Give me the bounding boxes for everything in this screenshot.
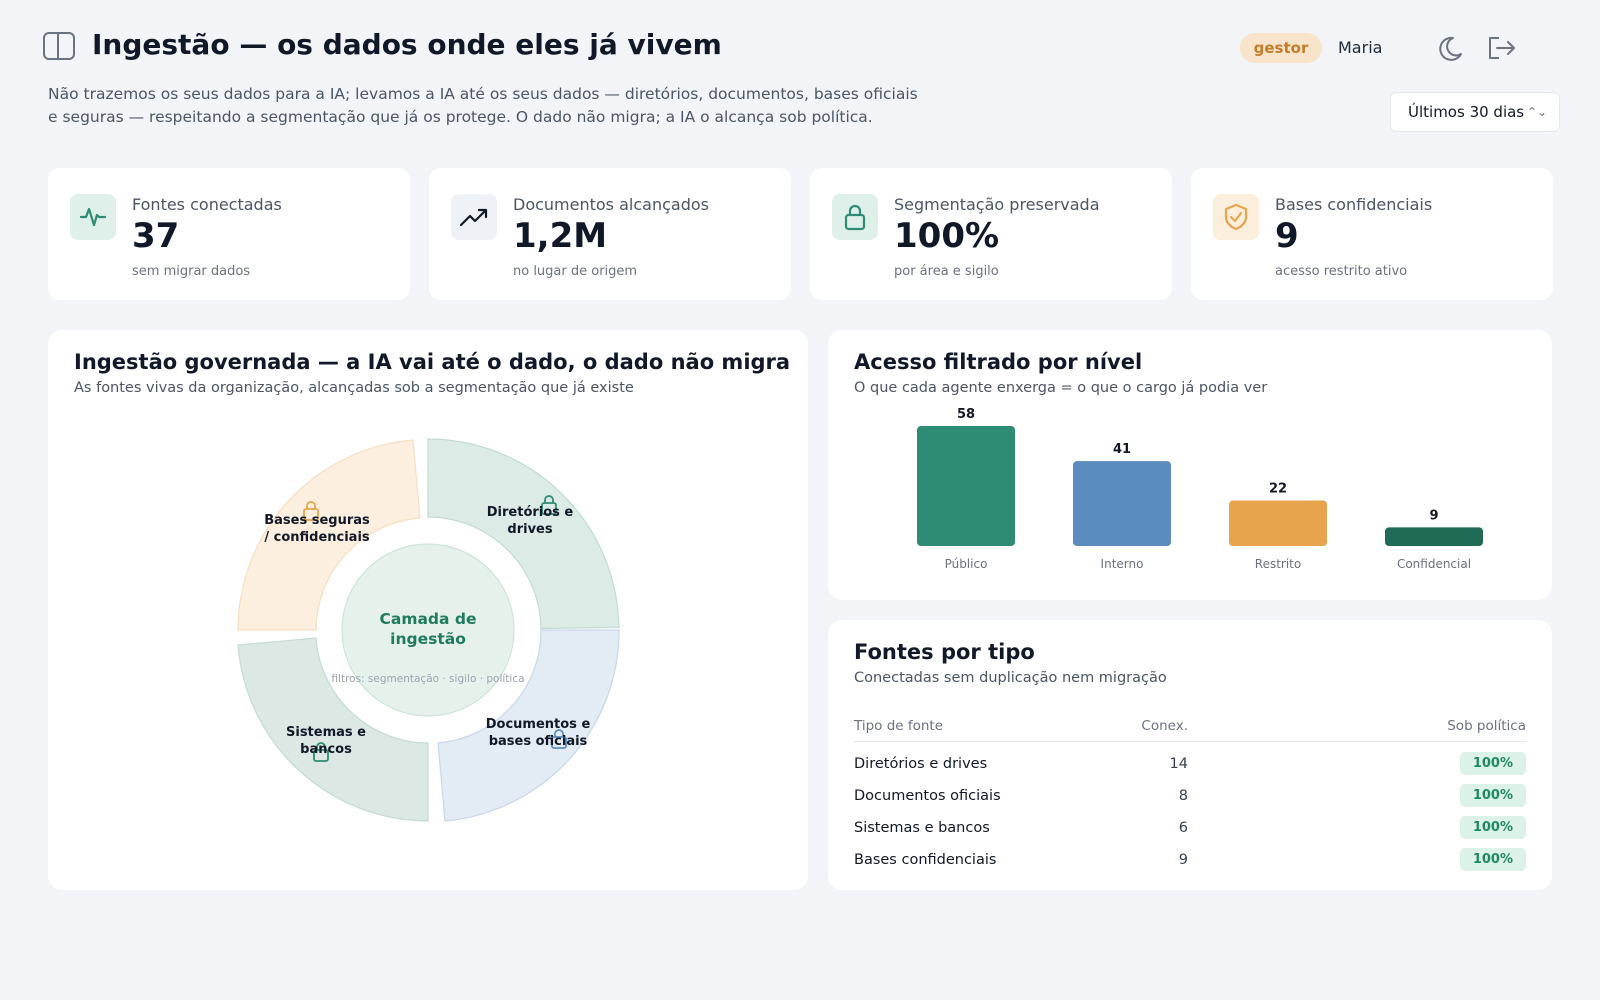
segment-label: Diretórios e: [487, 505, 574, 520]
segment-label: / confidenciais: [264, 530, 370, 545]
access-bar-chart: 58 Público 41 Interno 22 Restrito 9 Confidencia…: [917, 407, 1483, 571]
table-row: Diretórios e drives 14 100%: [854, 750, 1526, 782]
bar-category-label: Restrito: [1255, 557, 1301, 571]
sources-panel: Fontes por tipo Conectadas sem duplicaçã…: [828, 620, 1552, 890]
segment-label: Bases seguras: [264, 513, 370, 528]
kpi-hint: por área e sigilo: [894, 264, 999, 279]
subtitle-line-2: e seguras — respeitando a segmentação qu…: [48, 108, 873, 126]
subtitle-line-1: Não trazemos os seus dados para a IA; le…: [48, 85, 918, 103]
ring-segment-systems: [237, 637, 429, 822]
segment-label: bancos: [300, 742, 352, 757]
source-type: Documentos oficiais: [854, 788, 1001, 804]
kpi-label: Documentos alcançados: [513, 195, 709, 214]
segment-label: bases oficiais: [489, 734, 588, 749]
period-select[interactable]: Últimos 30 dias ⌃⌄: [1390, 92, 1560, 132]
segment-label: Sistemas e: [286, 725, 366, 740]
sidebar-toggle-button[interactable]: [43, 32, 75, 60]
lock-icon: [313, 742, 329, 762]
segment-label: drives: [507, 522, 552, 537]
chevron-updown-icon: ⌃⌄: [1526, 105, 1547, 119]
kpi-value: 37: [132, 216, 180, 256]
policy-badge: 100%: [1459, 784, 1526, 807]
ring-segment-secure: [237, 439, 421, 631]
policy-badge: 100%: [1459, 752, 1526, 775]
trending-up-icon: [451, 194, 497, 240]
ingestion-panel: Ingestão governada — a IA vai até o dado…: [48, 330, 808, 890]
source-type: Bases confidenciais: [854, 852, 997, 868]
kpi-card-confidential: Bases confidenciais 9 acesso restrito at…: [1191, 168, 1553, 300]
bar-value-label: 58: [957, 407, 975, 422]
source-connections: 9: [1178, 852, 1188, 868]
ring-segment-directories: [427, 438, 620, 630]
segment-label: Documentos e: [486, 717, 591, 732]
lock-icon: [551, 729, 567, 749]
core-label: ingestão: [390, 630, 466, 648]
moon-icon[interactable]: [1434, 34, 1464, 64]
kpi-label: Fontes conectadas: [132, 195, 282, 214]
table-row: Bases confidenciais 9 100%: [854, 846, 1526, 878]
logout-icon[interactable]: [1486, 34, 1518, 62]
bar-restrito: [1229, 500, 1327, 546]
lock-icon: [303, 501, 319, 521]
kpi-card-documents: Documentos alcançados 1,2M no lugar de o…: [429, 168, 791, 300]
kpi-value: 1,2M: [513, 216, 608, 256]
panel-subtitle: Conectadas sem duplicação nem migração: [854, 670, 1167, 686]
bar-value-label: 41: [1113, 442, 1131, 457]
panel-subtitle: O que cada agente enxerga = o que o carg…: [854, 380, 1268, 396]
panel-title: Acesso filtrado por nível: [854, 350, 1143, 374]
table-row: Documentos oficiais 8 100%: [854, 782, 1526, 814]
lock-icon: [541, 495, 557, 515]
source-connections: 14: [1169, 756, 1188, 772]
bar-confidencial: [1385, 527, 1483, 546]
kpi-value: 9: [1275, 216, 1299, 256]
ingestion-core: [341, 543, 515, 717]
bar-público: [917, 426, 1015, 546]
user-name[interactable]: Maria: [1338, 38, 1383, 57]
bar-value-label: 22: [1269, 481, 1287, 496]
table-header: Tipo de fonte Conex. Sob política: [854, 714, 1526, 742]
ring-segment-documents: [437, 629, 620, 822]
kpi-value: 100%: [894, 216, 1000, 256]
kpi-hint: sem migrar dados: [132, 264, 251, 279]
panel-title: Ingestão governada — a IA vai até o dado…: [74, 350, 791, 374]
page-subtitle: Não trazemos os seus dados para a IA; le…: [48, 83, 968, 129]
kpi-label: Segmentação preservada: [894, 195, 1100, 214]
column-header-type: Tipo de fonte: [854, 718, 944, 734]
table-row: Sistemas e bancos 6 100%: [854, 814, 1526, 846]
source-connections: 8: [1178, 788, 1188, 804]
kpi-card-segmentation: Segmentação preservada 100% por área e s…: [810, 168, 1172, 300]
source-connections: 6: [1178, 820, 1188, 836]
shield-check-icon: [1213, 194, 1259, 240]
kpi-card-sources: Fontes conectadas 37 sem migrar dados: [48, 168, 410, 300]
role-badge: gestor: [1240, 33, 1322, 63]
bar-value-label: 9: [1429, 508, 1438, 523]
core-label: Camada de: [379, 610, 476, 628]
period-select-label: Últimos 30 dias: [1408, 103, 1525, 121]
panel-subtitle: As fontes vivas da organização, alcançad…: [74, 380, 634, 396]
page-title: Ingestão — os dados onde eles já vivem: [92, 28, 722, 61]
filters-caption: filtros: segmentação · sigilo · política: [331, 673, 524, 685]
access-level-panel: Acesso filtrado por nível O que cada age…: [828, 330, 1552, 600]
kpi-hint: no lugar de origem: [513, 264, 638, 279]
kpi-label: Bases confidenciais: [1275, 195, 1433, 214]
bar-category-label: Confidencial: [1397, 557, 1471, 571]
bar-category-label: Interno: [1101, 557, 1144, 571]
ingestion-ring-diagram: Diretórios e drives Documentos e bases o…: [237, 438, 620, 822]
panel-title: Fontes por tipo: [854, 640, 1035, 664]
source-type: Diretórios e drives: [854, 756, 988, 772]
policy-badge: 100%: [1459, 848, 1526, 871]
column-header-connections: Conex.: [1141, 718, 1188, 734]
lock-icon: [832, 194, 878, 240]
kpi-hint: acesso restrito ativo: [1275, 264, 1408, 279]
bar-interno: [1073, 461, 1171, 546]
column-header-policy: Sob política: [1447, 718, 1526, 734]
source-type: Sistemas e bancos: [854, 820, 990, 836]
bar-category-label: Público: [945, 557, 988, 571]
policy-badge: 100%: [1459, 816, 1526, 839]
activity-icon: [70, 194, 116, 240]
